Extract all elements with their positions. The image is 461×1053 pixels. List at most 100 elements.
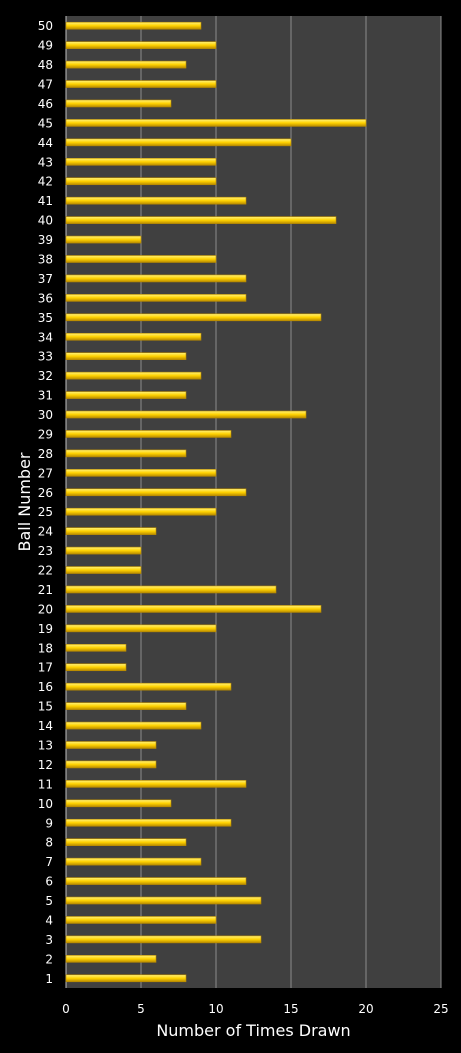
bar-ball-43: [65, 158, 217, 166]
bar-ball-16: [65, 682, 232, 691]
bar-ball-8: [65, 838, 187, 847]
y-tick-label-42: 42: [38, 175, 53, 189]
y-tick-label-21: 21: [38, 583, 53, 597]
y-tick-label-27: 27: [38, 466, 53, 480]
y-tick-label-43: 43: [38, 155, 53, 169]
y-tick-label-1: 1: [45, 972, 53, 986]
bar-ball-13: [65, 741, 157, 749]
bar-ball-7: [65, 857, 202, 866]
bar-ball-32: [65, 371, 202, 380]
bar-ball-11: [65, 780, 247, 788]
y-tick-label-41: 41: [38, 194, 53, 208]
y-tick-label-36: 36: [38, 291, 53, 305]
y-tick-label-7: 7: [45, 855, 53, 869]
bar-ball-50: [65, 21, 202, 30]
bar-ball-18: [65, 643, 127, 652]
bar-ball-46: [65, 99, 172, 108]
bar-ball-6: [65, 877, 247, 885]
y-tick-label-24: 24: [38, 525, 53, 539]
y-tick-label-44: 44: [38, 136, 53, 150]
bar-ball-49: [65, 41, 217, 49]
x-tick-label-15: 15: [283, 1002, 298, 1016]
y-tick-label-48: 48: [38, 58, 53, 72]
y-tick-label-22: 22: [38, 564, 53, 578]
y-tick-label-4: 4: [45, 913, 53, 927]
bar-ball-37: [65, 274, 247, 283]
bar-ball-27: [65, 469, 217, 477]
y-tick-label-16: 16: [38, 680, 53, 694]
bar-ball-24: [65, 527, 157, 535]
y-tick-label-18: 18: [38, 641, 53, 655]
bar-ball-48: [65, 60, 187, 69]
bar-ball-44: [65, 138, 292, 147]
y-tick-labels: 1234567891011121314151617181920212223242…: [38, 19, 53, 986]
y-tick-label-13: 13: [38, 739, 53, 753]
y-tick-label-15: 15: [38, 700, 53, 714]
bar-ball-12: [65, 760, 157, 769]
bar-ball-45: [65, 119, 367, 127]
bar-ball-22: [65, 566, 142, 574]
y-tick-label-49: 49: [38, 39, 53, 53]
y-tick-label-29: 29: [38, 427, 53, 441]
y-tick-label-10: 10: [38, 797, 53, 811]
y-tick-label-14: 14: [38, 719, 53, 733]
bar-ball-21: [65, 585, 277, 594]
y-tick-label-39: 39: [38, 233, 53, 247]
y-tick-label-6: 6: [45, 875, 53, 889]
bar-ball-36: [65, 294, 247, 302]
y-tick-label-20: 20: [38, 602, 53, 616]
bar-ball-10: [65, 799, 172, 808]
bar-ball-31: [65, 391, 187, 399]
y-tick-label-17: 17: [38, 661, 53, 675]
bar-ball-15: [65, 702, 187, 710]
bar-ball-4: [65, 916, 217, 924]
bar-ball-39: [65, 235, 142, 244]
x-tick-label-10: 10: [208, 1002, 223, 1016]
y-tick-label-11: 11: [38, 777, 53, 791]
bar-ball-35: [65, 313, 322, 322]
y-tick-label-5: 5: [45, 894, 53, 908]
bars: [65, 21, 367, 983]
y-tick-label-9: 9: [45, 816, 53, 830]
y-tick-label-25: 25: [38, 505, 53, 519]
bar-ball-14: [65, 721, 202, 730]
y-axis-title: Ball Number: [15, 452, 34, 551]
y-tick-label-28: 28: [38, 447, 53, 461]
y-tick-label-46: 46: [38, 97, 53, 111]
y-tick-label-50: 50: [38, 19, 53, 33]
bar-ball-30: [65, 410, 307, 419]
y-tick-label-35: 35: [38, 311, 53, 325]
y-tick-label-12: 12: [38, 758, 53, 772]
x-tick-label-25: 25: [433, 1002, 448, 1016]
y-tick-label-31: 31: [38, 389, 53, 403]
bar-ball-33: [65, 352, 187, 361]
y-tick-label-19: 19: [38, 622, 53, 636]
bar-ball-17: [65, 663, 127, 672]
bar-ball-5: [65, 896, 262, 905]
bar-ball-25: [65, 507, 217, 516]
bar-ball-28: [65, 449, 187, 458]
bar-ball-19: [65, 624, 217, 633]
bar-ball-42: [65, 177, 217, 186]
bar-ball-34: [65, 332, 202, 341]
bar-ball-3: [65, 935, 262, 944]
bar-ball-2: [65, 955, 157, 963]
y-tick-label-8: 8: [45, 836, 53, 850]
y-tick-label-23: 23: [38, 544, 53, 558]
x-tick-label-5: 5: [137, 1002, 145, 1016]
bar-ball-26: [65, 488, 247, 497]
y-tick-label-33: 33: [38, 350, 53, 364]
x-tick-labels: 0 5 10 15 20 25: [62, 1002, 448, 1016]
bar-ball-38: [65, 255, 217, 263]
y-tick-label-47: 47: [38, 78, 53, 92]
y-tick-label-32: 32: [38, 369, 53, 383]
y-tick-label-34: 34: [38, 330, 53, 344]
y-tick-label-45: 45: [38, 116, 53, 130]
bar-ball-47: [65, 80, 217, 88]
y-tick-label-26: 26: [38, 486, 53, 500]
bar-ball-40: [65, 216, 337, 224]
y-tick-label-3: 3: [45, 933, 53, 947]
bar-ball-41: [65, 196, 247, 205]
x-tick-label-20: 20: [358, 1002, 373, 1016]
